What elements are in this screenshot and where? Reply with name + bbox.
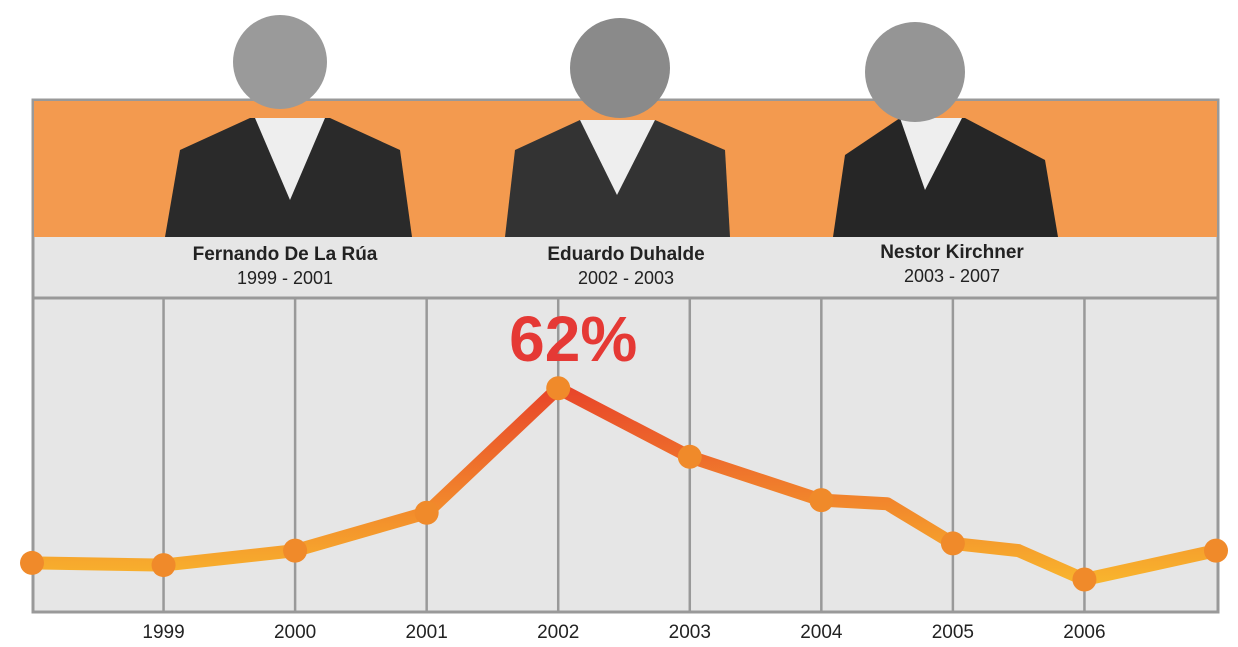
marker [1204, 539, 1228, 563]
x-tick-label: 2002 [537, 622, 579, 643]
president-term: 2003 - 2007 [904, 266, 1000, 286]
marker [809, 488, 833, 512]
x-tick-label: 1999 [142, 622, 184, 643]
marker [152, 553, 176, 577]
president-term: 2002 - 2003 [578, 268, 674, 288]
president-name: Eduardo Duhalde [547, 244, 704, 265]
value-label: 62% [509, 303, 637, 375]
president-term: 1999 - 2001 [237, 268, 333, 288]
marker [1072, 568, 1096, 592]
marker [941, 531, 965, 555]
x-tick-label: 2004 [800, 622, 843, 643]
marker [546, 376, 570, 400]
x-tick-label: 2003 [669, 622, 711, 643]
x-tick-label: 2000 [274, 622, 316, 643]
chart: Fernando De La Rúa 1999 - 2001 Eduardo D… [0, 0, 1238, 647]
marker [283, 539, 307, 563]
x-tick-label: 2001 [406, 622, 448, 643]
president-name: Nestor Kirchner [880, 242, 1024, 263]
marker [678, 445, 702, 469]
marker [20, 551, 44, 575]
president-name: Fernando De La Rúa [193, 244, 378, 265]
x-tick-label: 2006 [1063, 622, 1105, 643]
x-tick-label: 2005 [932, 622, 974, 643]
marker [415, 501, 439, 525]
